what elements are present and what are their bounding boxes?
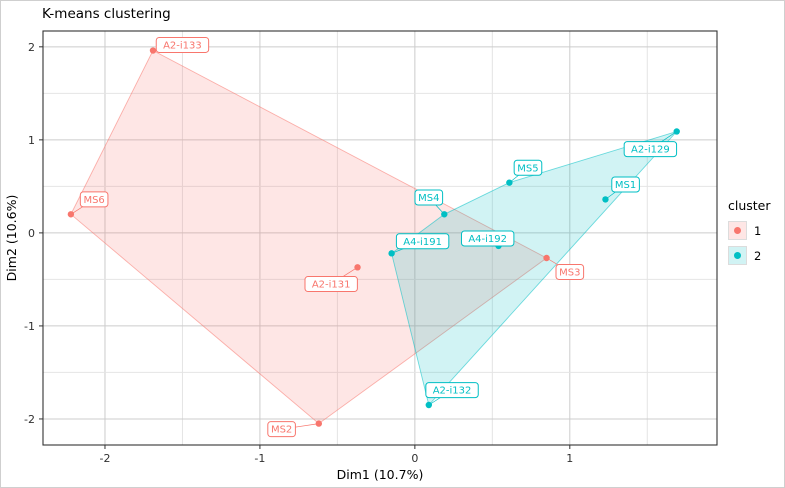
legend-entry-1: 1 <box>728 221 771 240</box>
x-tick-label: 0 <box>411 452 418 465</box>
label-text-A2-i132: A2-i132 <box>433 386 472 397</box>
y-tick-label: 1 <box>28 134 35 147</box>
label-box-A4-i191 <box>395 233 450 250</box>
plot-title: K-means clustering <box>42 6 171 22</box>
label-box-MS6 <box>79 191 109 208</box>
point-A2-i132 <box>425 401 433 409</box>
label-box-A2-i131 <box>304 276 358 293</box>
label-text-A2-i133: A2-i133 <box>163 40 202 51</box>
legend-title: cluster <box>728 198 771 213</box>
label-box-A2-i132 <box>425 382 479 399</box>
label-text-MS5: MS5 <box>517 163 538 174</box>
label-text-MS3: MS3 <box>559 267 580 278</box>
legend-point-icon <box>734 227 741 234</box>
gridlines <box>43 31 717 445</box>
point-MS5 <box>506 179 513 186</box>
label-box-MS2 <box>267 421 296 438</box>
y-tick-label: 2 <box>28 41 35 54</box>
label-text-MS6: MS6 <box>83 195 104 206</box>
point-MS1 <box>602 196 609 203</box>
label-box-A2-i133 <box>155 36 210 53</box>
y-tick-label: 0 <box>28 227 35 240</box>
x-tick-label: -1 <box>254 452 265 465</box>
x-tick-label: -2 <box>99 452 110 465</box>
legend-entry-label: 1 <box>754 223 762 238</box>
legend-entry-label: 2 <box>754 248 762 263</box>
point-MS2 <box>315 420 322 427</box>
point-A4-i191 <box>388 250 395 257</box>
label-box-A2-i129 <box>623 141 678 158</box>
label-box-MS4 <box>414 189 444 206</box>
label-box-MS3 <box>555 263 585 280</box>
x-axis-title: Dim1 (10.7%) <box>337 467 424 482</box>
label-text-MS2: MS2 <box>271 425 292 436</box>
label-text-MS4: MS4 <box>418 193 439 204</box>
label-box-MS1 <box>611 176 640 193</box>
legend-entry-2: 2 <box>728 246 771 265</box>
label-text-A4-i191: A4-i191 <box>403 237 442 248</box>
y-axis-title: Dim2 (10.6%) <box>4 195 19 282</box>
point-MS6 <box>67 211 75 218</box>
label-text-A2-i131: A2-i131 <box>312 280 351 291</box>
label-text-A4-i192: A4-i192 <box>468 234 507 245</box>
point-MS3 <box>543 254 550 262</box>
y-tick-label: -1 <box>24 320 35 333</box>
legend-key-swatch <box>728 221 747 240</box>
y-tick-label: -2 <box>24 413 35 426</box>
label-text-A2-i129: A2-i129 <box>631 145 670 156</box>
cluster-hulls <box>70 49 679 425</box>
legend-key-swatch <box>728 246 747 265</box>
legend-point-icon <box>734 252 741 259</box>
x-tick-label: 1 <box>566 452 573 465</box>
label-box-MS5 <box>513 159 543 176</box>
point-MS4 <box>441 211 448 218</box>
point-labels: A2-i133 MS6 A2-i131 MS2 MS3 MS4 A4-i191 A4-i192… <box>79 36 678 438</box>
panel-border <box>42 30 718 446</box>
axes: -2 -1 0 1 -2 -1 0 1 2 <box>24 30 718 465</box>
point-A2-i131 <box>354 264 361 271</box>
point-A2-i133 <box>149 47 157 54</box>
label-box-A4-i192 <box>460 230 515 247</box>
point-A2-i129 <box>673 128 680 135</box>
label-text-MS1: MS1 <box>615 180 636 191</box>
